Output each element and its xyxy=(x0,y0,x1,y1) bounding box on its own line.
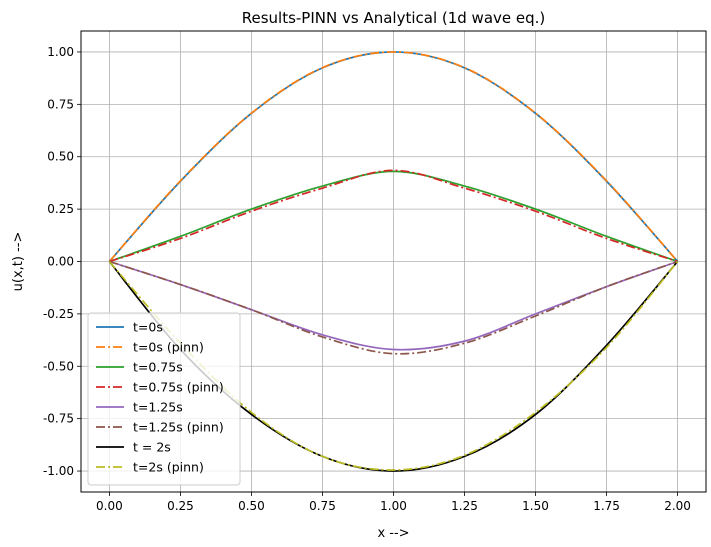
y-tick-label: 0.25 xyxy=(47,202,74,216)
legend-label: t = 2s xyxy=(133,440,171,455)
y-tick-label: -0.25 xyxy=(43,307,74,321)
x-tick-label: 0.75 xyxy=(309,499,336,513)
y-axis-label: u(x,t) --> xyxy=(11,232,26,292)
y-tick-label: 0.75 xyxy=(47,97,74,111)
legend-label: t=1.25s (pinn) xyxy=(133,420,224,435)
x-tick-label: 1.75 xyxy=(593,499,620,513)
chart-title: Results-PINN vs Analytical (1d wave eq.) xyxy=(242,9,546,27)
x-axis-label: x --> xyxy=(377,526,409,541)
legend-label: t=0.75s xyxy=(133,360,183,375)
y-tick-label: -0.75 xyxy=(43,412,74,426)
y-tick-label: 0.50 xyxy=(47,150,74,164)
y-tick-label: 1.00 xyxy=(47,45,74,59)
x-tick-label: 0.00 xyxy=(96,499,123,513)
y-tick-label: -1.00 xyxy=(43,464,74,478)
series-line-3 xyxy=(109,169,678,263)
legend-label: t=0.75s (pinn) xyxy=(133,380,224,395)
series-line-2 xyxy=(109,170,678,263)
y-tick-label: 0.00 xyxy=(47,255,74,269)
legend-label: t=0s (pinn) xyxy=(133,340,204,355)
x-tick-label: 0.50 xyxy=(238,499,265,513)
x-tick-label: 1.50 xyxy=(522,499,549,513)
x-axis-ticks: 0.00 0.25 0.50 0.75 1.00 1.25 1.50 1.75 2.00 xyxy=(96,492,691,513)
legend-box xyxy=(87,312,241,486)
x-tick-label: 2.00 xyxy=(664,499,691,513)
x-tick-label: 1.00 xyxy=(380,499,407,513)
legend-label: t=1.25s xyxy=(133,400,183,415)
y-tick-label: -0.50 xyxy=(43,359,74,373)
series-line-1 xyxy=(108,51,679,263)
y-axis-ticks: -1.00 -0.75 -0.50 -0.25 0.00 0.25 0.50 0.75 1.00 xyxy=(43,45,81,478)
series-line-5 xyxy=(109,260,678,355)
x-tick-label: 0.25 xyxy=(167,499,194,513)
legend-label: t=2s (pinn) xyxy=(133,460,204,475)
series-line-7 xyxy=(108,260,679,471)
legend: t=0s t=0s (pinn) t=0.75s t=0.75s (pinn) t=1.… xyxy=(87,312,241,486)
x-tick-label: 1.25 xyxy=(451,499,478,513)
legend-label: t=0s xyxy=(133,320,163,335)
